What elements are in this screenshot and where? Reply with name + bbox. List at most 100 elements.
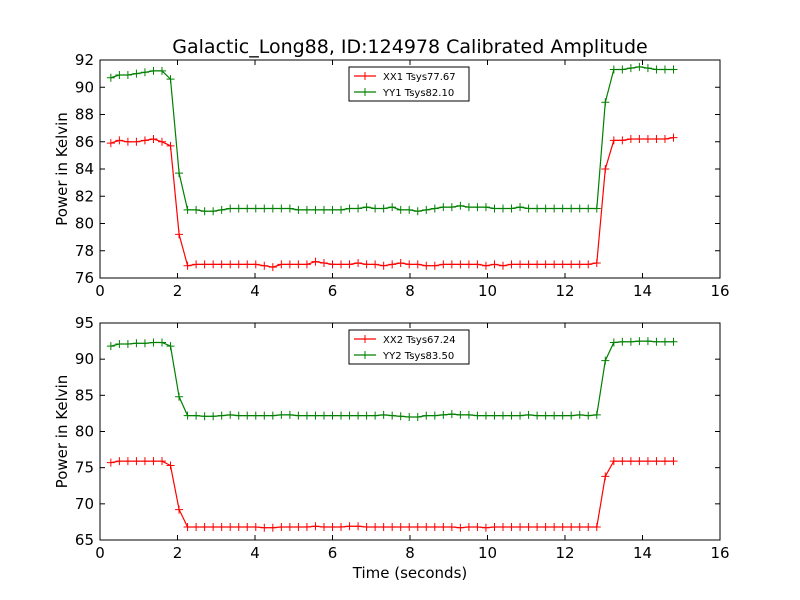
x-tick-label: 10 (478, 544, 497, 562)
data-point-marker (192, 522, 201, 531)
data-point-marker (328, 205, 337, 214)
data-point-marker (277, 522, 286, 531)
data-point-marker (302, 411, 311, 420)
data-point-marker (328, 260, 337, 269)
data-point-marker (123, 137, 132, 146)
data-point-marker (158, 338, 166, 347)
data-point-marker (456, 410, 465, 419)
y-tick-label: 78 (75, 242, 94, 260)
data-point-marker (652, 337, 661, 346)
data-point-marker (140, 457, 149, 466)
data-point-marker (592, 259, 601, 268)
data-point-marker (260, 411, 269, 420)
x-tick-label: 14 (633, 544, 652, 562)
data-point-marker (371, 411, 380, 420)
data-point-marker (396, 412, 405, 421)
y-tick-label: 65 (75, 531, 94, 549)
data-point-marker (354, 522, 363, 531)
data-point-marker (123, 339, 132, 348)
data-point-marker (660, 457, 669, 466)
data-point-marker (311, 522, 320, 531)
data-point-marker (260, 261, 269, 270)
data-point-marker (635, 135, 644, 144)
data-point-marker (635, 457, 644, 466)
data-point-marker (354, 204, 363, 213)
y-tick-label: 75 (75, 459, 94, 477)
data-point-marker (192, 411, 201, 420)
data-point-marker (345, 204, 354, 213)
data-point-marker (260, 523, 269, 532)
data-point-marker (200, 260, 209, 269)
data-point-marker (175, 169, 184, 178)
data-point-marker (660, 135, 669, 144)
data-point-marker (123, 70, 132, 79)
data-point-marker (200, 522, 209, 531)
data-point-marker (319, 259, 328, 268)
data-point-marker (618, 337, 627, 346)
data-point-marker (447, 203, 456, 212)
legend-marker (361, 88, 369, 96)
x-tick-label: 8 (405, 282, 415, 300)
data-point-marker (422, 205, 431, 214)
data-point-marker (413, 413, 422, 422)
data-point-marker (362, 203, 371, 212)
x-tick-label: 0 (95, 282, 105, 300)
chart-title: Galactic_Long88, ID:124978 Calibrated Am… (172, 36, 647, 58)
data-point-marker (268, 523, 277, 532)
x-tick-label: 2 (173, 544, 183, 562)
data-point-marker (643, 135, 652, 144)
data-point-marker (243, 204, 252, 213)
data-point-marker (106, 342, 115, 351)
data-point-marker (643, 337, 652, 346)
data-point-marker (106, 73, 115, 82)
y-tick-label: 80 (75, 423, 94, 441)
data-point-marker (234, 204, 243, 213)
data-point-marker (123, 457, 132, 466)
legend-marker (361, 351, 369, 359)
data-point-marker (132, 339, 141, 348)
data-point-marker (601, 165, 610, 173)
data-point-marker (217, 411, 226, 420)
data-point-marker (584, 522, 593, 531)
data-point-marker (635, 337, 644, 346)
data-point-marker (140, 68, 149, 77)
data-point-marker (251, 260, 260, 269)
data-point-marker (558, 260, 567, 269)
data-point-marker (354, 259, 363, 268)
data-point-marker (226, 410, 235, 419)
data-point-marker (422, 261, 431, 270)
y-tick-label: 95 (75, 314, 94, 332)
data-point-marker (447, 260, 456, 269)
data-point-marker (226, 204, 235, 213)
data-point-marker (464, 410, 473, 419)
data-point-marker (115, 339, 124, 348)
data-point-marker (567, 204, 576, 213)
data-point-marker (388, 203, 397, 212)
data-point-marker (601, 472, 610, 481)
data-point-marker (277, 410, 286, 419)
data-point-marker (464, 522, 473, 531)
data-point-marker (362, 411, 371, 420)
data-point-marker (294, 411, 303, 420)
data-point-marker (243, 411, 252, 420)
data-point-marker (499, 522, 507, 531)
data-point-marker (251, 204, 260, 213)
data-point-marker (285, 410, 294, 419)
legend: XX1 Tsys77.67 YY1 Tsys82.10 (348, 66, 470, 102)
data-point-marker (311, 411, 320, 420)
x-tick-label: 0 (95, 544, 105, 562)
data-point-marker (618, 136, 627, 145)
legend-marker (361, 72, 369, 80)
data-point-marker (302, 205, 311, 214)
data-point-marker (550, 204, 559, 213)
data-point-marker (499, 204, 507, 213)
data-point-marker (490, 204, 499, 213)
data-point-marker (319, 411, 328, 420)
data-point-marker (567, 522, 576, 531)
data-point-marker (379, 522, 388, 531)
data-point-marker (643, 457, 652, 466)
subplot-2: 0 2 4 6 8 10 12 14 16 65 70 75 80 85 90 95 Power in Kelv… (53, 314, 730, 582)
data-point-marker (405, 260, 414, 269)
data-point-marker (499, 411, 507, 420)
